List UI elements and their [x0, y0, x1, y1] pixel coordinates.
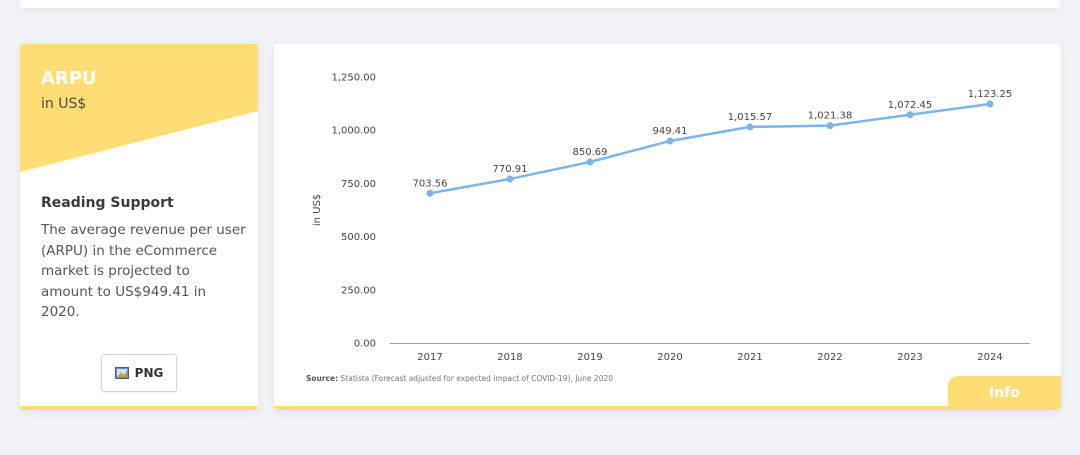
data-label: 770.91	[493, 164, 528, 175]
x-tick-label: 2018	[497, 352, 522, 363]
x-tick-label: 2024	[977, 352, 1002, 363]
y-tick-label: 500.00	[341, 232, 376, 243]
metric-unit: in US$	[41, 96, 87, 112]
y-tick-label: 750.00	[341, 179, 376, 190]
data-point[interactable]	[746, 123, 754, 131]
data-point[interactable]	[666, 137, 674, 145]
source-text: Statista (Forecast adjusted for expected…	[340, 374, 614, 383]
data-labels: 703.56 770.91 850.69 949.41 1,015.57 1,021.38…	[413, 89, 1013, 189]
x-axis-ticks: 2017 2018 2019 2020 2021 2022 2023 2024	[417, 352, 1002, 363]
x-tick-label: 2020	[657, 352, 682, 363]
data-point[interactable]	[906, 111, 914, 119]
metric-banner	[20, 44, 258, 172]
download-png-label: PNG	[134, 366, 164, 380]
y-axis-ticks: 0.00 250.00 500.00 750.00 1,000.00 1,250.00	[331, 73, 376, 350]
x-tick-label: 2022	[817, 352, 842, 363]
y-tick-label: 0.00	[354, 339, 376, 350]
metric-card: ARPU in US$ Reading Support The average …	[20, 44, 258, 410]
data-point[interactable]	[986, 100, 994, 108]
data-points	[426, 100, 994, 197]
info-button[interactable]: Info	[948, 376, 1061, 406]
data-point[interactable]	[826, 122, 834, 130]
data-label: 1,072.45	[888, 100, 933, 111]
data-label: 1,021.38	[808, 111, 853, 122]
line-chart: 0.00 250.00 500.00 750.00 1,000.00 1,250.00 2…	[312, 73, 1030, 363]
image-icon	[114, 367, 129, 379]
y-tick-label: 250.00	[341, 285, 376, 296]
x-tick-label: 2021	[737, 352, 762, 363]
y-tick-label: 1,250.00	[331, 73, 376, 84]
data-point[interactable]	[426, 189, 434, 197]
data-label: 1,123.25	[968, 89, 1013, 100]
data-label: 1,015.57	[728, 112, 773, 123]
source-note: Source: Statista (Forecast adjusted for …	[306, 374, 613, 383]
reading-support-heading: Reading Support	[41, 195, 174, 211]
reading-support-text: The average revenue per user (ARPU) in t…	[41, 222, 246, 320]
data-label: 949.41	[653, 126, 688, 137]
download-png-button[interactable]: PNG	[101, 354, 177, 392]
previous-card-edge	[20, 0, 1060, 8]
metric-title: ARPU	[41, 68, 97, 89]
x-tick-label: 2023	[897, 352, 922, 363]
data-point[interactable]	[506, 175, 514, 183]
x-tick-label: 2017	[417, 352, 442, 363]
chart-card: 0.00 250.00 500.00 750.00 1,000.00 1,250.00 2…	[274, 44, 1061, 410]
y-axis-label: in US$	[312, 194, 323, 226]
data-label: 703.56	[413, 178, 448, 189]
data-label: 850.69	[573, 147, 608, 158]
y-tick-label: 1,000.00	[331, 126, 376, 137]
data-point[interactable]	[586, 158, 594, 166]
series-line	[429, 102, 991, 195]
x-tick-label: 2019	[577, 352, 602, 363]
source-label: Source:	[306, 374, 339, 383]
